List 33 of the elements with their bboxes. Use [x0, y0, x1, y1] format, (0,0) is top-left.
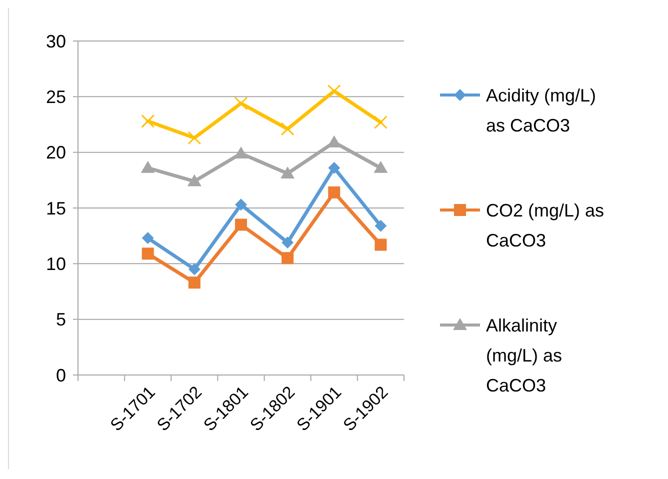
point [235, 218, 247, 231]
point [188, 131, 202, 145]
legend-label: Acidity (mg/L) as CaCO3 [486, 85, 596, 136]
point [282, 252, 294, 264]
point [235, 198, 247, 211]
y-tick-label: 5 [56, 310, 66, 330]
point [188, 263, 200, 276]
y-tick-label: 25 [46, 86, 66, 107]
point [280, 122, 294, 136]
point [280, 166, 295, 178]
y-tick-label: 10 [46, 254, 66, 274]
point [374, 160, 388, 173]
point [374, 116, 388, 130]
point [328, 162, 340, 174]
point [187, 174, 202, 186]
point [188, 276, 200, 289]
y-tick-label: 15 [46, 198, 66, 218]
point [374, 238, 387, 251]
point [374, 220, 387, 232]
legend-label: Alkalinity (mg/L) as CaCO3 [486, 315, 562, 396]
legend-label: CO2 (mg/L) as CaCO3 [486, 200, 604, 250]
point [140, 160, 155, 173]
y-tick-label: 0 [56, 365, 66, 386]
point [328, 186, 340, 198]
point [234, 96, 248, 110]
point [141, 114, 155, 128]
y-tick-label: 30 [46, 31, 66, 52]
point [327, 84, 341, 98]
y-tick-label: 20 [46, 142, 66, 163]
point [142, 232, 154, 244]
point [234, 146, 248, 158]
point [142, 248, 154, 260]
point [282, 236, 294, 249]
